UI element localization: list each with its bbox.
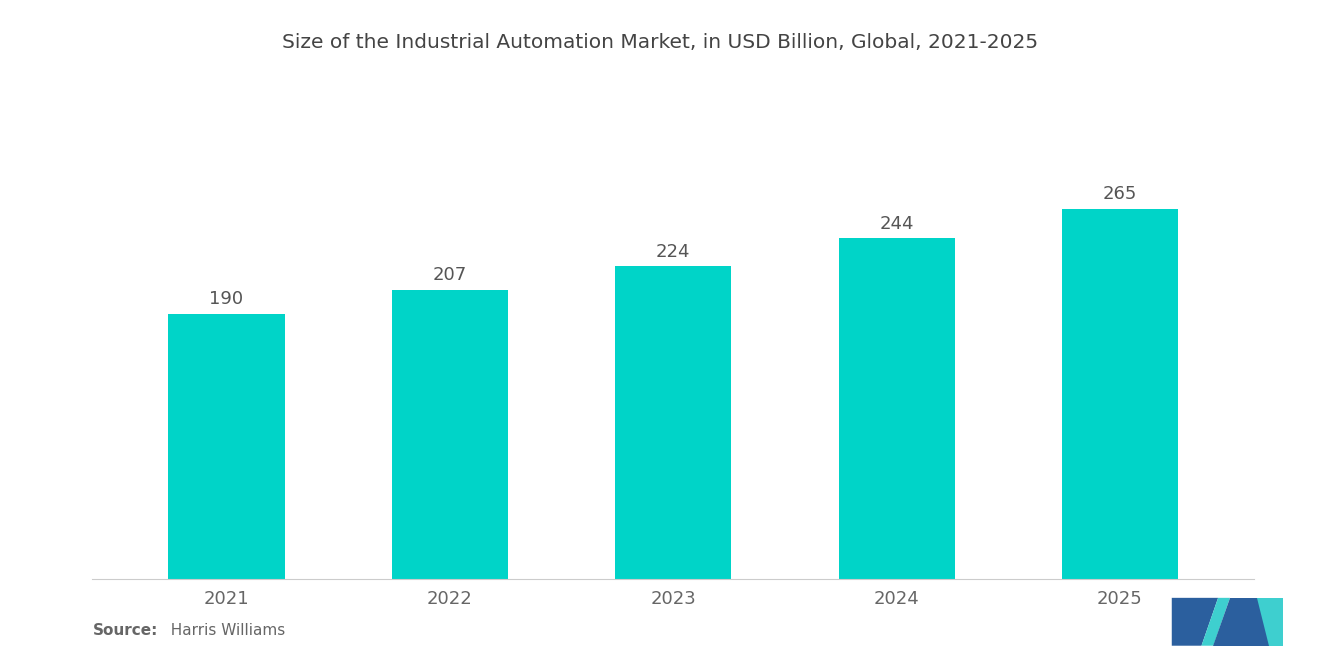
Text: 207: 207 [433,267,467,285]
Bar [1061,209,1177,579]
Text: Source:: Source: [92,623,158,638]
Text: 265: 265 [1102,186,1137,203]
Text: Harris Williams: Harris Williams [161,623,285,638]
Polygon shape [1201,598,1230,646]
Polygon shape [1172,598,1218,646]
Text: 224: 224 [656,243,690,261]
Bar [838,238,954,579]
Bar [392,290,508,579]
Bar [615,266,731,579]
Polygon shape [1213,598,1283,646]
Text: 190: 190 [210,290,243,308]
Text: Size of the Industrial Automation Market, in USD Billion, Global, 2021-2025: Size of the Industrial Automation Market… [282,33,1038,53]
Polygon shape [1257,598,1283,646]
Text: 244: 244 [879,215,913,233]
Bar [169,314,285,579]
